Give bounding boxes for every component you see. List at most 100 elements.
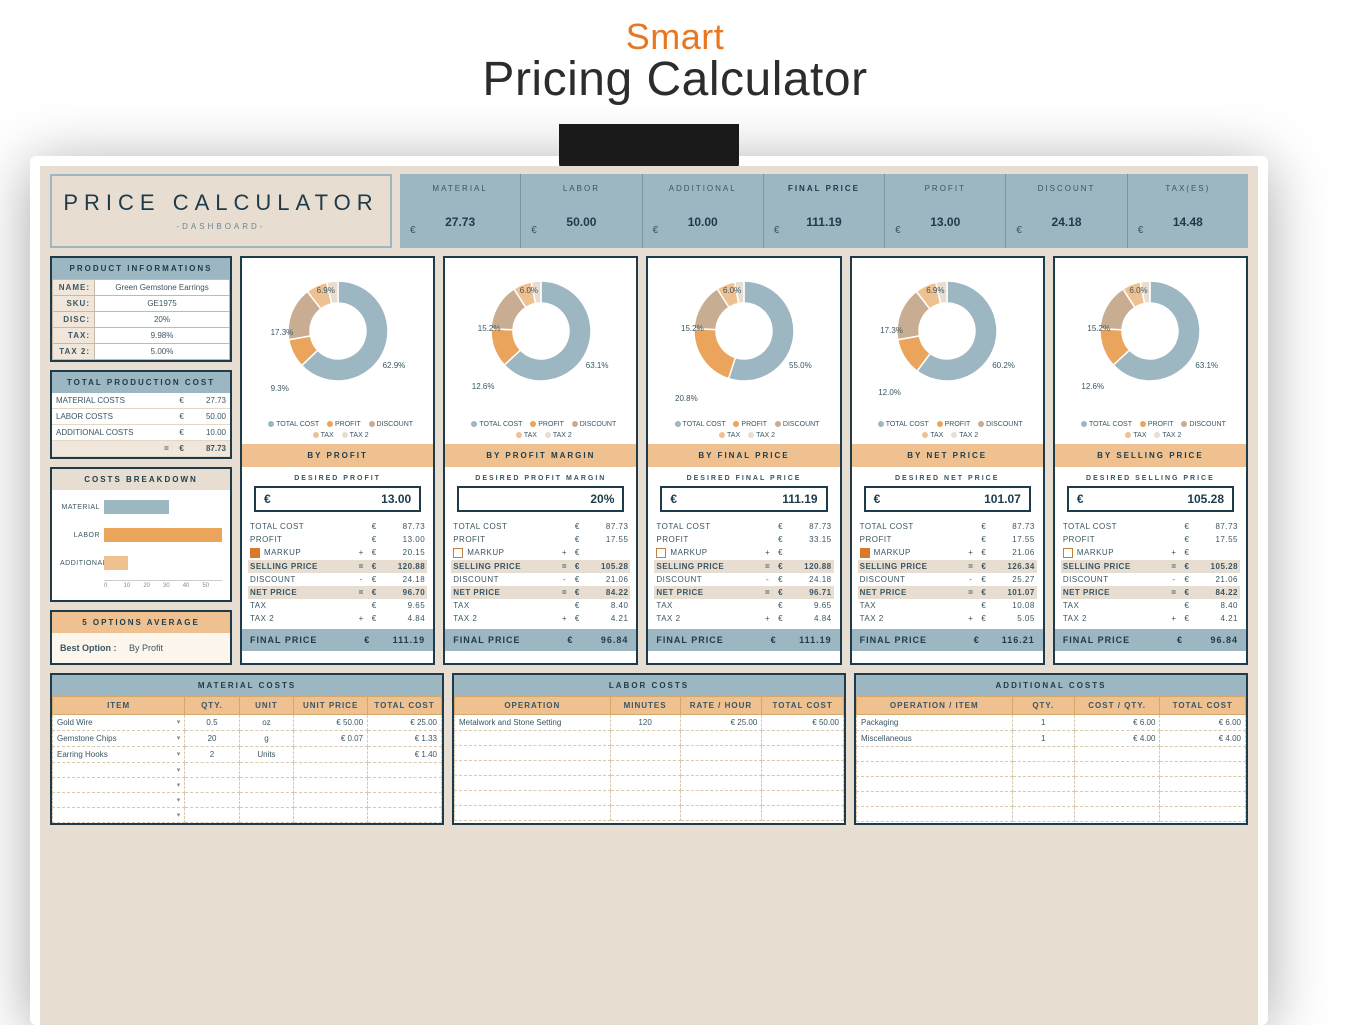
table-row[interactable]: Earring Hooks2Units€ 1.40 <box>53 747 442 763</box>
breakdown-chart: MATERIALLABORADDITIONAL01020304050 <box>52 490 230 600</box>
desired-input[interactable]: €101.07 <box>864 486 1031 512</box>
table-row[interactable] <box>53 763 442 778</box>
breakdown-bar: MATERIAL <box>60 496 222 518</box>
kpi-final-price: FINAL PRICE € 111.19 <box>764 174 885 248</box>
cost-row: MATERIAL COSTS€27.73 <box>52 393 230 409</box>
desired-label: DESIRED FINAL PRICE <box>648 467 839 486</box>
breakdown-bar: ADDITIONAL <box>60 552 222 574</box>
kpi-discount: DISCOUNT € 24.18 <box>1006 174 1127 248</box>
calc-row: DISCOUNT-€21.06 <box>1061 573 1240 586</box>
table-row[interactable] <box>857 807 1246 822</box>
calc-row[interactable]: MARKUP+€20.15 <box>248 546 427 560</box>
options-average-panel: 5 OPTIONS AVERAGE Best Option : By Profi… <box>50 610 232 665</box>
table-row[interactable] <box>857 777 1246 792</box>
table-row[interactable] <box>857 747 1246 762</box>
desired-label: DESIRED NET PRICE <box>852 467 1043 486</box>
product-info-table[interactable]: NAME:Green Gemstone EarringsSKU:GE1975DI… <box>52 279 230 360</box>
dashboard-subtitle: -DASHBOARD- <box>52 222 390 231</box>
calc-row: TAX 2+€4.21 <box>1061 612 1240 625</box>
scenario-0: 62.9%9.3%17.3%6.9% TOTAL COST PROFIT DIS… <box>240 256 435 665</box>
kpi-tax-es-: TAX(ES) € 14.48 <box>1128 174 1248 248</box>
table-row[interactable] <box>455 791 844 806</box>
table-row[interactable] <box>857 792 1246 807</box>
calc-row: SELLING PRICE=€120.88 <box>248 560 427 573</box>
scenario-1: 63.1%12.6%15.2%6.0% TOTAL COST PROFIT DI… <box>443 256 638 665</box>
costs-breakdown-panel: COSTS BREAKDOWN MATERIALLABORADDITIONAL0… <box>50 467 232 602</box>
calc-row: TOTAL COST€87.73 <box>248 520 427 533</box>
cost-total-row: =€87.73 <box>52 441 230 457</box>
table-row[interactable]: Gemstone Chips20g€ 0.07€ 1.33 <box>53 731 442 747</box>
cost-table-panel: MATERIAL COSTS ITEMQTY.UNITUNIT PRICETOT… <box>50 673 444 825</box>
calc-row[interactable]: MARKUP+€ <box>654 546 833 560</box>
cost-table-title: ADDITIONAL COSTS <box>856 675 1246 696</box>
info-row[interactable]: TAX 2:5.00% <box>53 344 230 360</box>
table-row[interactable] <box>455 806 844 821</box>
table-row[interactable]: Miscellaneous1€ 4.00€ 4.00 <box>857 731 1246 747</box>
info-row[interactable]: NAME:Green Gemstone Earrings <box>53 280 230 296</box>
table-row[interactable] <box>53 793 442 808</box>
options-average-body: Best Option : By Profit <box>52 633 230 663</box>
desired-input[interactable]: 20% <box>457 486 624 512</box>
table-row[interactable] <box>455 731 844 746</box>
calc-row: TAX 2+€4.84 <box>248 612 427 625</box>
chart-legend: TOTAL COST PROFIT DISCOUNTTAX TAX 2 <box>242 416 433 447</box>
calc-row[interactable]: MARKUP+€ <box>451 546 630 560</box>
production-cost-header: TOTAL PRODUCTION COST <box>52 372 230 393</box>
calc-row: NET PRICE=€101.07 <box>858 586 1037 599</box>
calc-row: TAX€8.40 <box>1061 599 1240 612</box>
info-row[interactable]: DISC:20% <box>53 312 230 328</box>
calc-row: TOTAL COST€87.73 <box>858 520 1037 533</box>
calc-row: NET PRICE=€84.22 <box>1061 586 1240 599</box>
final-price-row: FINAL PRICE€96.84 <box>445 629 636 651</box>
table-row[interactable] <box>455 776 844 791</box>
production-cost-panel: TOTAL PRODUCTION COST MATERIAL COSTS€27.… <box>50 370 232 459</box>
calc-row[interactable]: MARKUP+€ <box>1061 546 1240 560</box>
donut-chart: 62.9%9.3%17.3%6.9% TOTAL COST PROFIT DIS… <box>242 258 433 444</box>
breakdown-axis: 01020304050 <box>104 580 222 589</box>
table-row[interactable]: Packaging1€ 6.00€ 6.00 <box>857 715 1246 731</box>
table-row[interactable] <box>857 762 1246 777</box>
calc-rows: TOTAL COST€87.73 PROFIT€17.55 MARKUP+€ S… <box>445 520 636 629</box>
kpi-profit: PROFIT € 13.00 <box>885 174 1006 248</box>
scenario-title: BY PROFIT MARGIN <box>445 444 636 467</box>
production-cost-table: MATERIAL COSTS€27.73LABOR COSTS€50.00ADD… <box>52 393 230 457</box>
cost-table-panel: LABOR COSTS OPERATIONMINUTESRATE / HOURT… <box>452 673 846 825</box>
info-row[interactable]: TAX:9.98% <box>53 328 230 344</box>
desired-input[interactable]: €111.19 <box>660 486 827 512</box>
product-info-header: PRODUCT INFORMATIONS <box>52 258 230 279</box>
calc-row: SELLING PRICE=€120.88 <box>654 560 833 573</box>
desired-input[interactable]: €13.00 <box>254 486 421 512</box>
table-row[interactable]: Gold Wire0.5oz€ 50.00€ 25.00 <box>53 715 442 731</box>
calc-row: TOTAL COST€87.73 <box>1061 520 1240 533</box>
calc-row: SELLING PRICE=€105.28 <box>1061 560 1240 573</box>
calc-row: DISCOUNT-€25.27 <box>858 573 1037 586</box>
table-row[interactable] <box>455 746 844 761</box>
cost-table-panel: ADDITIONAL COSTS OPERATION / ITEMQTY.COS… <box>854 673 1248 825</box>
table-row[interactable] <box>53 808 442 823</box>
cost-table[interactable]: ITEMQTY.UNITUNIT PRICETOTAL COSTGold Wir… <box>52 696 442 823</box>
cost-table[interactable]: OPERATION / ITEMQTY.COST / QTY.TOTAL COS… <box>856 696 1246 822</box>
table-row[interactable]: Metalwork and Stone Setting120€ 25.00€ 5… <box>455 715 844 731</box>
donut-chart: 63.1%12.6%15.2%6.0% TOTAL COST PROFIT DI… <box>1055 258 1246 444</box>
calc-row[interactable]: MARKUP+€21.06 <box>858 546 1037 560</box>
desired-input[interactable]: €105.28 <box>1067 486 1234 512</box>
final-price-row: FINAL PRICE€96.84 <box>1055 629 1246 651</box>
table-row[interactable] <box>53 778 442 793</box>
final-price-row: FINAL PRICE€111.19 <box>648 629 839 651</box>
product-info-panel: PRODUCT INFORMATIONS NAME:Green Gemstone… <box>50 256 232 362</box>
calc-row: DISCOUNT-€21.06 <box>451 573 630 586</box>
table-row[interactable] <box>455 761 844 776</box>
chart-legend: TOTAL COST PROFIT DISCOUNTTAX TAX 2 <box>1055 416 1246 447</box>
best-option-label: Best Option : <box>60 643 117 653</box>
spreadsheet-sheet[interactable]: PRICE CALCULATOR -DASHBOARD- MATERIAL € … <box>40 166 1258 1025</box>
dashboard-title: PRICE CALCULATOR <box>52 190 390 216</box>
info-row[interactable]: SKU:GE1975 <box>53 296 230 312</box>
calc-rows: TOTAL COST€87.73 PROFIT€13.00 MARKUP+€20… <box>242 520 433 629</box>
calc-row: PROFIT€33.15 <box>654 533 833 546</box>
desired-label: DESIRED PROFIT MARGIN <box>445 467 636 486</box>
page-heading: Smart Pricing Calculator <box>0 0 1350 107</box>
calc-row: TAX€8.40 <box>451 599 630 612</box>
cost-table[interactable]: OPERATIONMINUTESRATE / HOURTOTAL COSTMet… <box>454 696 844 821</box>
calc-row: PROFIT€17.55 <box>451 533 630 546</box>
title-subtitle: Pricing Calculator <box>0 52 1350 107</box>
